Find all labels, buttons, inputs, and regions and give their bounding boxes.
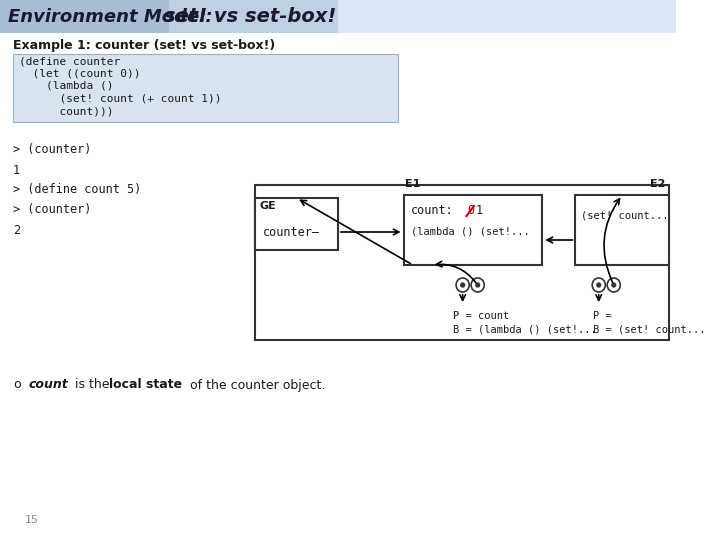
- Text: > (counter): > (counter): [13, 204, 91, 217]
- Text: o: o: [13, 379, 21, 392]
- Text: 1: 1: [13, 164, 20, 177]
- Text: P = count: P = count: [454, 311, 510, 321]
- Text: 15: 15: [24, 515, 38, 525]
- Bar: [256, 198, 338, 250]
- Text: 1: 1: [476, 205, 483, 218]
- Bar: [575, 195, 669, 265]
- Bar: [403, 195, 542, 265]
- Text: counter–: counter–: [263, 226, 320, 239]
- Text: (lambda (): (lambda (): [19, 81, 113, 91]
- Text: count:: count:: [411, 205, 454, 218]
- Text: of the counter object.: of the counter object.: [186, 379, 325, 392]
- Text: B = (lambda () (set!...: B = (lambda () (set!...: [454, 325, 597, 335]
- Circle shape: [612, 283, 616, 287]
- Text: (lambda () (set!...: (lambda () (set!...: [411, 226, 530, 236]
- Circle shape: [461, 283, 464, 287]
- Text: E2: E2: [650, 179, 665, 189]
- Text: 0: 0: [467, 205, 474, 218]
- Circle shape: [597, 283, 600, 287]
- Text: is the: is the: [71, 379, 114, 392]
- Bar: [0, 0, 169, 33]
- Text: E1: E1: [405, 179, 420, 189]
- Circle shape: [476, 283, 480, 287]
- Text: GE: GE: [259, 201, 276, 211]
- Text: (let ((count 0)): (let ((count 0)): [19, 69, 140, 78]
- Bar: [13, 54, 398, 122]
- Text: > (define count 5): > (define count 5): [13, 184, 141, 197]
- Text: B = (set! count...: B = (set! count...: [593, 325, 706, 335]
- Circle shape: [607, 278, 621, 292]
- Text: count))): count))): [19, 106, 113, 116]
- Bar: [338, 0, 675, 33]
- Text: (set! count...: (set! count...: [581, 210, 668, 220]
- Text: count: count: [28, 379, 68, 392]
- Text: set! vs set-box!: set! vs set-box!: [164, 8, 336, 26]
- Circle shape: [456, 278, 469, 292]
- Text: Example 1: counter (set! vs set-box!): Example 1: counter (set! vs set-box!): [13, 39, 275, 52]
- Text: 2: 2: [13, 224, 20, 237]
- Text: Environment Model:: Environment Model:: [7, 8, 212, 26]
- Circle shape: [471, 278, 485, 292]
- Bar: [256, 185, 669, 340]
- Text: local state: local state: [109, 379, 182, 392]
- Bar: [169, 0, 338, 33]
- Circle shape: [592, 278, 606, 292]
- Text: > (counter): > (counter): [13, 144, 91, 157]
- Text: (set! count (+ count 1)): (set! count (+ count 1)): [19, 93, 221, 104]
- Text: P =: P =: [593, 311, 612, 321]
- Text: (define counter: (define counter: [19, 56, 120, 66]
